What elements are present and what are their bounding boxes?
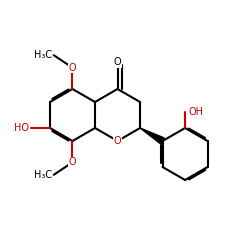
Polygon shape bbox=[140, 128, 164, 144]
Text: O: O bbox=[114, 136, 121, 146]
Text: O: O bbox=[114, 57, 121, 67]
Text: OH: OH bbox=[188, 108, 203, 118]
Text: HO: HO bbox=[14, 123, 29, 133]
Text: O: O bbox=[69, 63, 76, 73]
Text: H₃C: H₃C bbox=[34, 170, 52, 180]
Text: H₃C: H₃C bbox=[34, 50, 52, 60]
Text: O: O bbox=[69, 157, 76, 167]
